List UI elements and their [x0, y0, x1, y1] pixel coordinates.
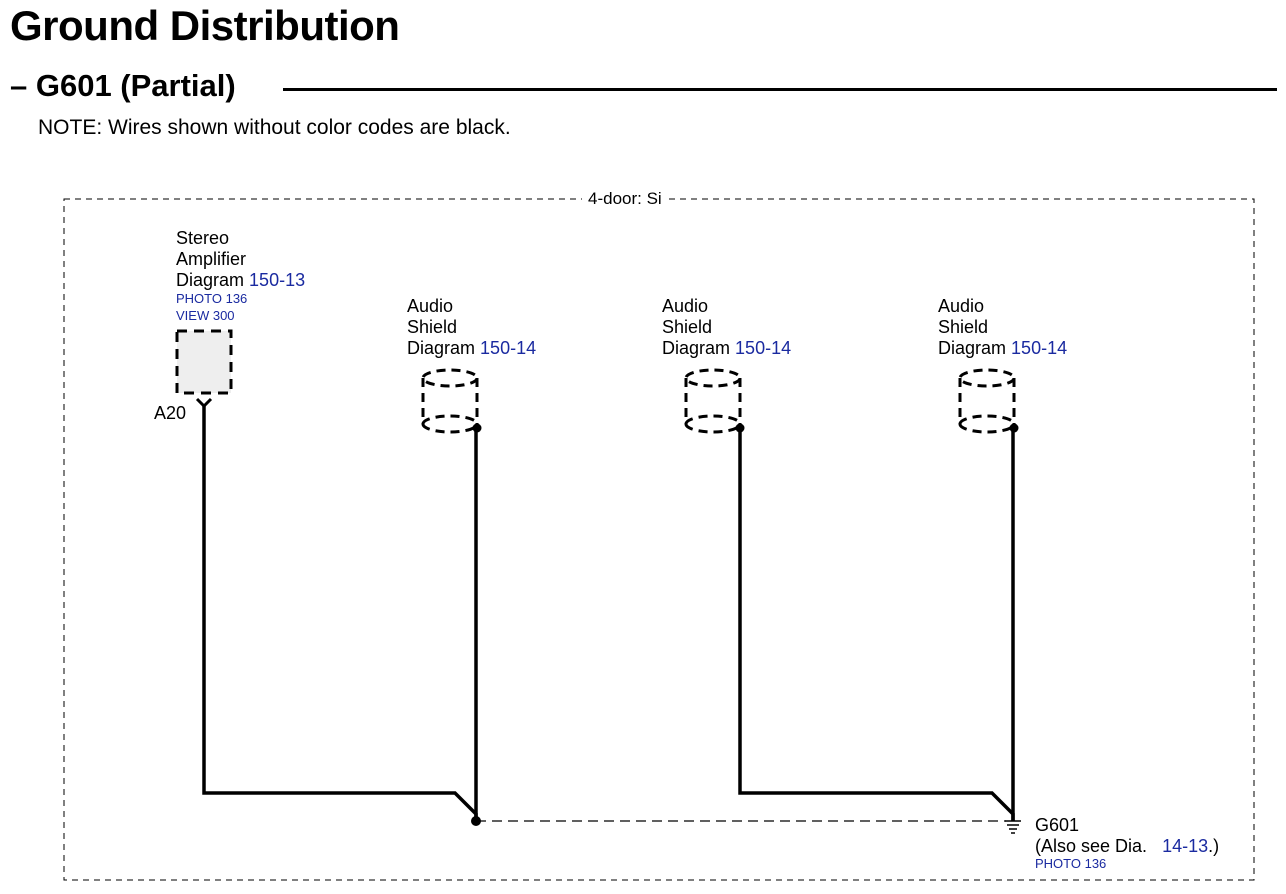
shield-diagram-link[interactable]: 150-14	[1011, 338, 1068, 358]
ground-icon	[1005, 820, 1021, 834]
shield-diagram-ref: Diagram 150-14	[662, 338, 791, 359]
color-note: NOTE: Wires shown without color codes ar…	[38, 116, 511, 139]
shield-diagram-ref: Diagram 150-14	[407, 338, 536, 359]
ground-photo-link[interactable]: PHOTO 136	[1035, 856, 1107, 871]
shield-name-line1: Audio	[662, 296, 709, 316]
shield-name-line2: Shield	[407, 317, 458, 337]
shield-diagram-link[interactable]: 150-14	[735, 338, 792, 358]
wire-shield-2	[738, 428, 1015, 821]
amplifier-diagram-link[interactable]: 150-13	[249, 270, 306, 290]
section-rule	[283, 88, 1277, 91]
pin-label-a20: A20	[154, 403, 187, 423]
shield-label-3: Audio Shield Diagram 150-14	[938, 296, 1067, 359]
diagram-prefix: Diagram	[407, 338, 476, 358]
section-title: – G601 (Partial)	[10, 68, 236, 103]
amplifier-view-link[interactable]: VIEW 300	[176, 308, 235, 323]
amplifier-photo-link[interactable]: PHOTO 136	[176, 291, 248, 306]
shield-icon	[958, 368, 1016, 434]
shield-icon	[684, 368, 742, 434]
wire-a20	[202, 406, 478, 821]
shield-diagram-link[interactable]: 150-14	[480, 338, 537, 358]
amplifier-label: Stereo Amplifier Diagram 150-13	[176, 228, 305, 291]
frame-label: 4-door: Si	[582, 189, 668, 209]
shield-name-line2: Shield	[662, 317, 713, 337]
diagram-prefix: Diagram	[662, 338, 731, 358]
shield-name-line1: Audio	[407, 296, 454, 316]
shield-diagram-ref: Diagram 150-14	[938, 338, 1067, 359]
amplifier-name-line1: Stereo	[176, 228, 230, 248]
page-title: Ground Distribution	[10, 2, 400, 49]
shield-name-line1: Audio	[938, 296, 985, 316]
shield-icon	[421, 368, 479, 434]
also-see-suffix: .)	[1208, 836, 1220, 856]
amplifier-diagram-ref: Diagram 150-13	[176, 270, 305, 291]
ground-name: G601	[1035, 815, 1080, 835]
connector-pin-a20	[195, 397, 213, 409]
amplifier-name-line2: Amplifier	[176, 249, 247, 269]
shield-label-2: Audio Shield Diagram 150-14	[662, 296, 791, 359]
amplifier-connector	[175, 329, 233, 395]
diagram-prefix: Diagram	[176, 270, 245, 290]
shield-label-1: Audio Shield Diagram 150-14	[407, 296, 536, 359]
also-see-link[interactable]: 14-13	[1162, 836, 1209, 856]
also-see-prefix: (Also see Dia.	[1035, 836, 1148, 856]
diagram-prefix: Diagram	[938, 338, 1007, 358]
shield-name-line2: Shield	[938, 317, 989, 337]
ground-also-see: (Also see Dia. 14-13.)	[1035, 836, 1219, 857]
